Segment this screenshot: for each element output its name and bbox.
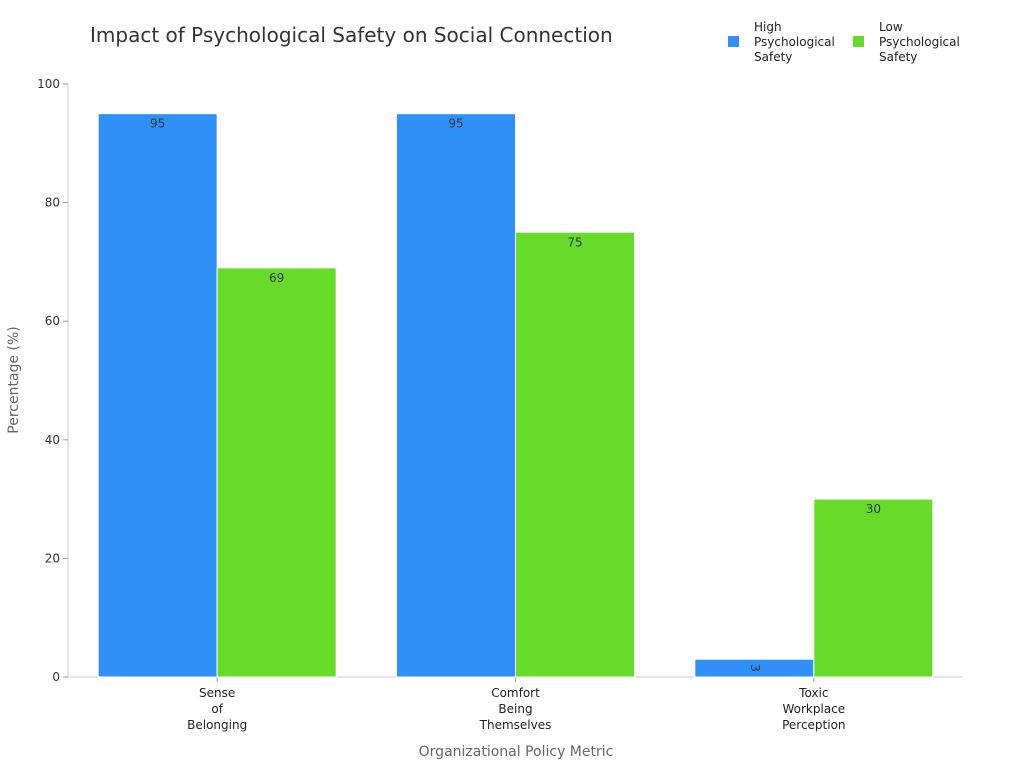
y-axis-label: Percentage (%) xyxy=(6,326,22,433)
legend-swatch xyxy=(853,36,864,47)
legend-label: Psychological xyxy=(879,35,960,49)
legend-label: High xyxy=(754,20,782,34)
bar xyxy=(216,267,337,678)
y-tick-label: 0 xyxy=(52,670,60,684)
x-tick-label: of xyxy=(211,702,223,716)
data-label: 95 xyxy=(448,117,463,131)
x-tick-label: Workplace xyxy=(782,702,845,716)
legend-swatch xyxy=(728,36,739,47)
x-tick-label: Toxic xyxy=(798,686,828,700)
x-tick-label: Belonging xyxy=(187,718,247,732)
legend-label: Safety xyxy=(754,50,792,64)
x-tick-label: Perception xyxy=(782,718,845,732)
data-label: 75 xyxy=(567,235,582,249)
legend-label: Psychological xyxy=(754,35,835,49)
y-tick-label: 100 xyxy=(37,77,60,91)
data-label: 3 xyxy=(748,664,762,672)
data-label: 30 xyxy=(866,502,881,516)
bar xyxy=(515,231,635,678)
y-tick-label: 40 xyxy=(45,433,60,447)
bar xyxy=(396,113,516,678)
legend-label: Safety xyxy=(879,50,917,64)
x-tick-label: Themselves xyxy=(479,718,552,732)
data-label: 95 xyxy=(150,117,165,131)
bar xyxy=(813,498,934,678)
x-tick-label: Being xyxy=(498,702,532,716)
x-tick-label: Sense xyxy=(199,686,235,700)
x-axis-label: Organizational Policy Metric xyxy=(419,744,614,760)
y-tick-label: 80 xyxy=(45,196,60,210)
chart-title: Impact of Psychological Safety on Social… xyxy=(90,23,613,47)
x-tick-label: Comfort xyxy=(491,686,540,700)
data-label: 69 xyxy=(269,271,284,285)
bar xyxy=(97,113,218,678)
legend-label: Low xyxy=(879,20,903,34)
y-tick-label: 20 xyxy=(45,551,60,565)
y-tick-label: 60 xyxy=(45,314,60,328)
